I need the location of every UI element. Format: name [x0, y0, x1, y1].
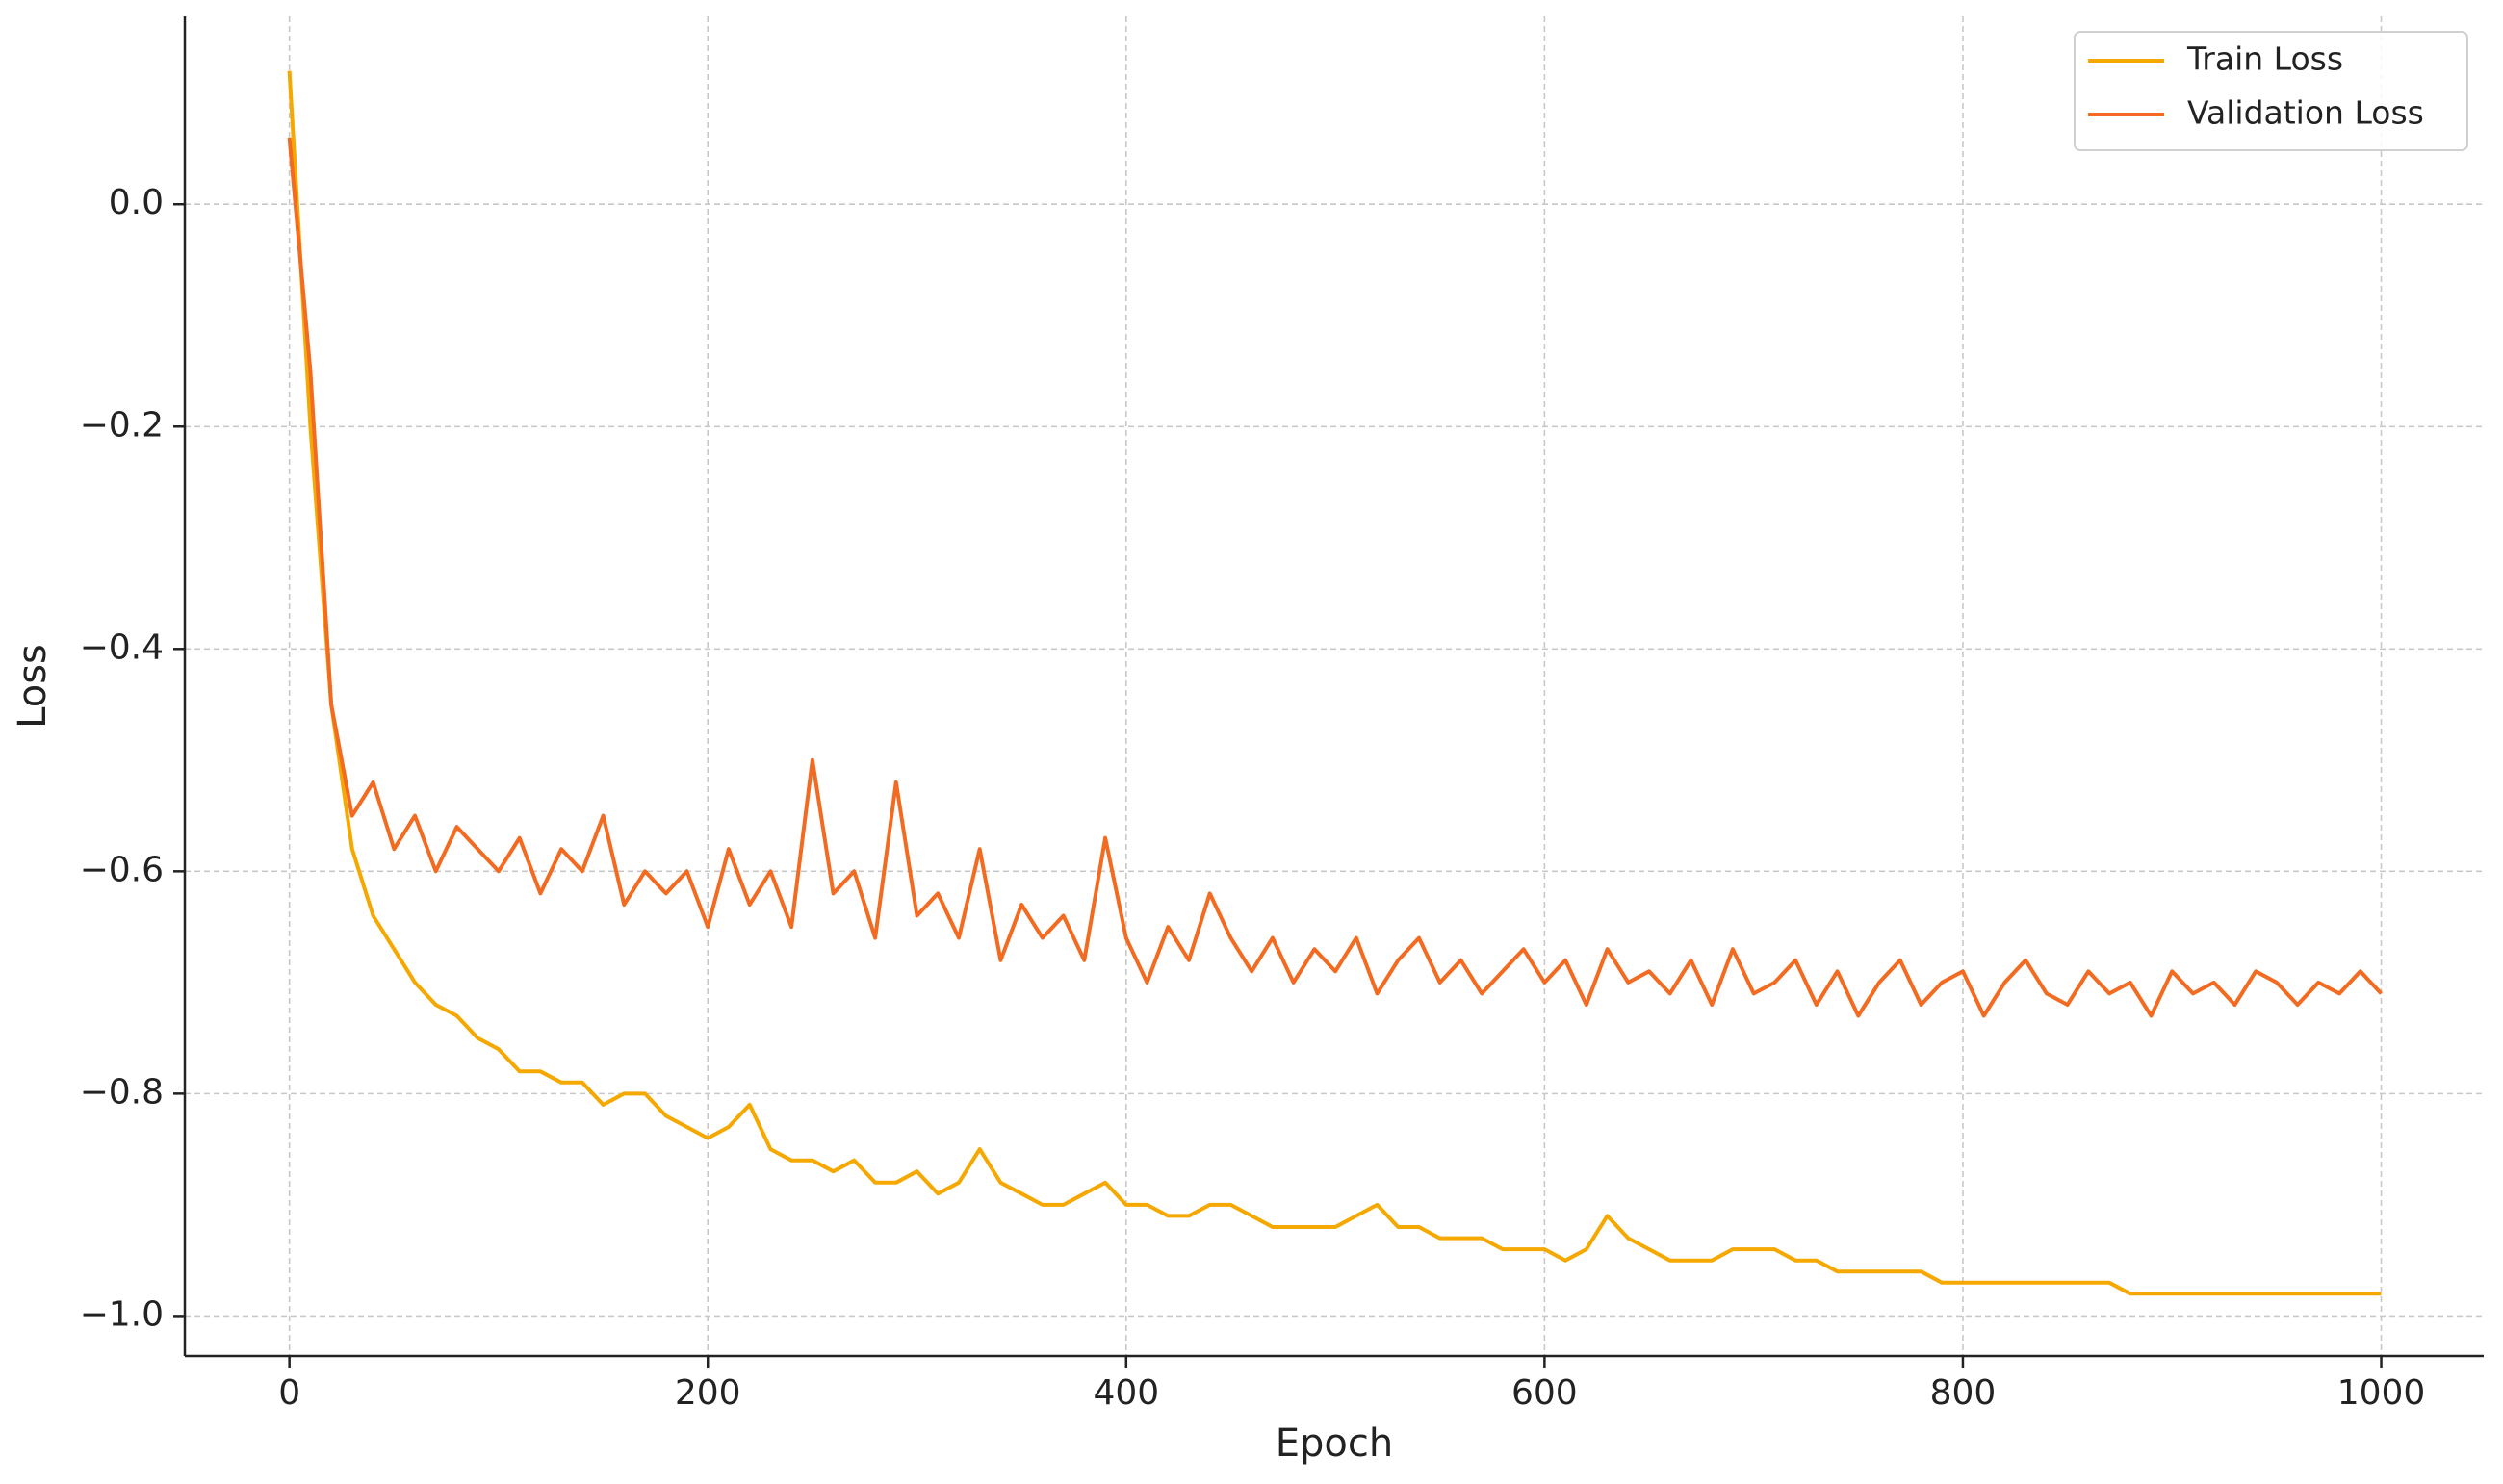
y-tick-label: −0.8 — [80, 1072, 164, 1112]
x-tick-label: 0 — [278, 1373, 300, 1413]
x-tick-label: 1000 — [2337, 1373, 2426, 1413]
y-axis-title: Loss — [11, 644, 55, 729]
y-tick-label: −0.6 — [80, 850, 164, 889]
legend-label: Train Loss — [2186, 40, 2343, 78]
series-line — [287, 70, 2382, 1296]
x-tick-label: 400 — [1093, 1373, 1159, 1413]
y-tick-label: −0.2 — [80, 405, 164, 445]
x-tick-label: 600 — [1511, 1373, 1578, 1413]
x-tick-label: 800 — [1930, 1373, 1997, 1413]
series-line — [287, 137, 2383, 1018]
y-tick-label: 0.0 — [109, 183, 164, 222]
legend-label: Validation Loss — [2187, 94, 2424, 132]
legend-box — [2074, 31, 2468, 151]
y-tick-label: −1.0 — [80, 1294, 164, 1334]
x-tick-label: 200 — [675, 1373, 741, 1413]
x-axis-title: Epoch — [1276, 1421, 1393, 1466]
y-tick-label: −0.4 — [80, 627, 164, 667]
